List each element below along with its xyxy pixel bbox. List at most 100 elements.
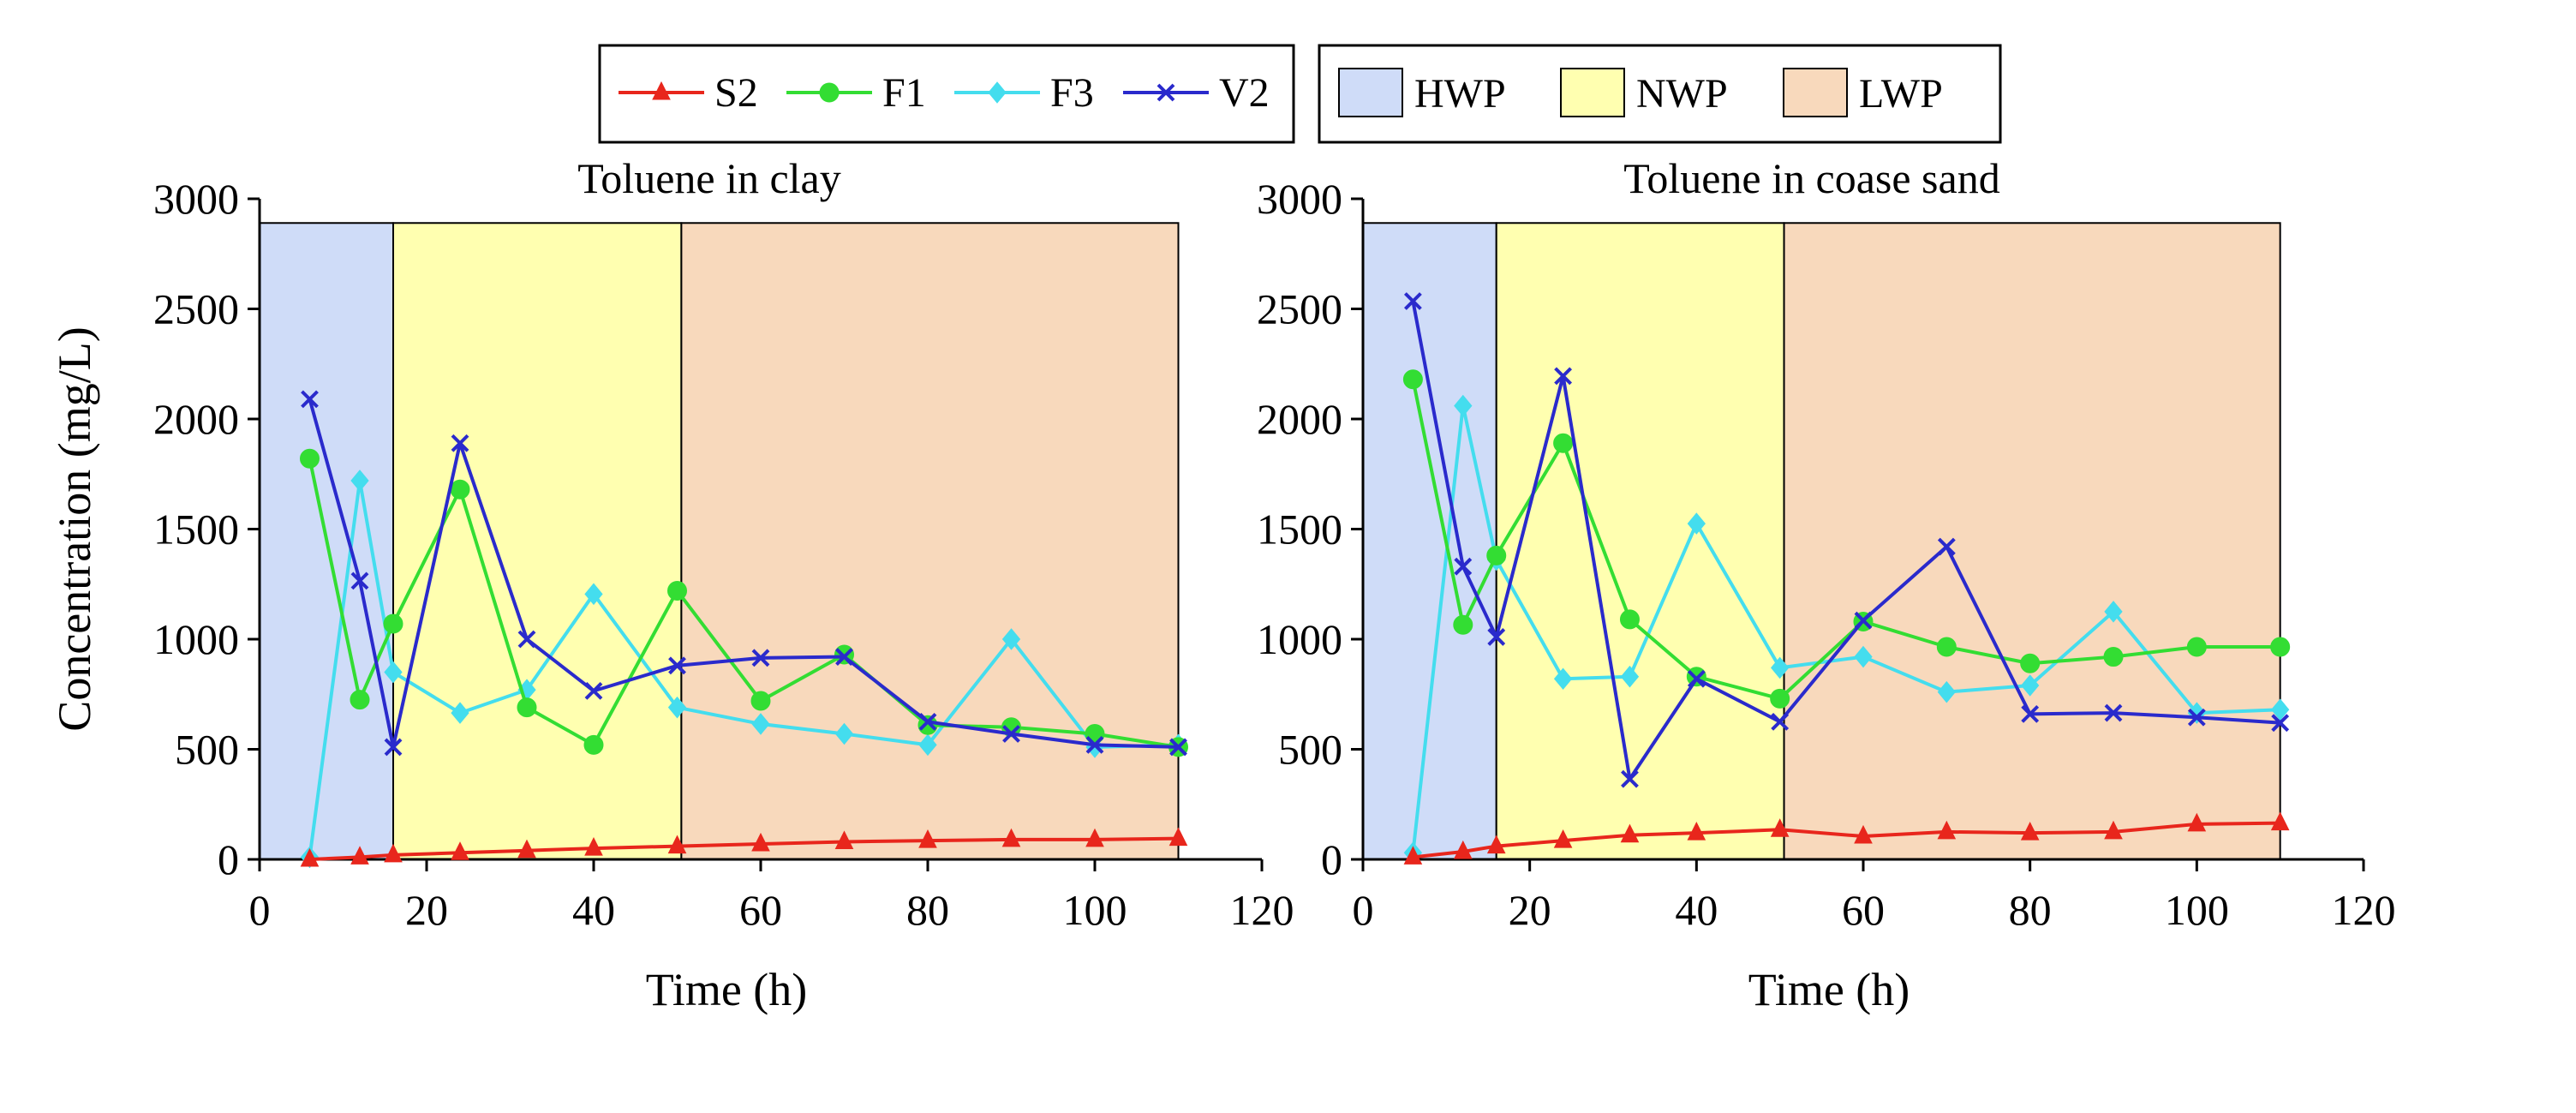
data-point-s2	[1001, 828, 1021, 847]
data-point-s2	[2104, 820, 2123, 840]
data-point-v2	[1554, 367, 1573, 386]
x-axis-label: Time (h)	[1748, 964, 1910, 1015]
y-tick-label: 3000	[1257, 175, 1342, 223]
data-point-v2	[451, 434, 469, 452]
data-point-s2	[1085, 828, 1104, 847]
data-point-v2	[1002, 725, 1020, 743]
chart-title: Toluene in coase sand	[1623, 154, 1999, 202]
y-tick-label: 2500	[1257, 285, 1342, 333]
data-point-f1	[450, 479, 470, 500]
series-s2	[300, 827, 1188, 867]
data-point-v2	[1169, 738, 1187, 757]
data-point-v2	[2021, 704, 2040, 723]
legend-phase-frame	[1318, 44, 2002, 144]
chart-title: Toluene in clay	[577, 154, 841, 202]
chart-clay: 0 20 40 60 80 100 120 0 500 1000 1500 2000 2500 3000 T…	[49, 154, 1294, 1015]
legend-marker-s2	[652, 81, 671, 100]
data-point-s2	[1553, 829, 1573, 848]
data-point-f3	[1620, 665, 1640, 688]
data-point-s2	[1937, 820, 1957, 840]
data-point-f1	[300, 448, 320, 469]
data-point-f3	[1001, 628, 1021, 650]
data-point-f3	[451, 702, 469, 724]
y-tick-label: 1500	[153, 506, 239, 554]
data-point-s2	[918, 829, 937, 848]
data-point-s2	[751, 832, 770, 852]
data-point-f1	[2020, 653, 2041, 673]
y-tick-label: 1000	[1257, 615, 1342, 663]
series-v2	[1403, 292, 2290, 788]
data-point-f1	[1619, 609, 1640, 630]
data-point-s2	[384, 843, 403, 863]
legend-phase-box: HWP NWP LWP	[1318, 44, 2002, 144]
data-point-v2	[1454, 557, 1473, 576]
data-point-s2	[584, 837, 603, 856]
data-point-f3	[1687, 512, 1706, 535]
y-tick-label: 500	[175, 726, 239, 774]
data-point-v2	[2271, 714, 2290, 733]
phase-region-lwp	[1783, 222, 2281, 860]
data-point-s2	[1453, 840, 1473, 859]
data-point-f1	[2270, 637, 2291, 657]
legend-series-box: S2 F1 F3 V2	[598, 44, 1295, 144]
data-point-f1	[2186, 637, 2207, 657]
data-point-v2	[517, 630, 536, 649]
data-point-f3	[1937, 680, 1956, 703]
data-point-s2	[2020, 822, 2040, 841]
data-point-f3	[1454, 394, 1473, 417]
data-point-f1	[517, 697, 537, 718]
data-point-f1	[917, 715, 938, 735]
y-tick-label: 2000	[1257, 395, 1342, 443]
legend-swatch-nwp	[1560, 68, 1625, 117]
data-point-f3	[350, 470, 369, 492]
data-point-s2	[2270, 811, 2290, 831]
data-point-v2	[1085, 735, 1104, 754]
data-point-s2	[1687, 822, 1706, 841]
y-tick-label: 0	[218, 835, 239, 883]
y-tick-label: 2000	[153, 395, 239, 443]
data-point-v2	[918, 712, 937, 731]
data-point-f3	[384, 661, 403, 684]
series-f1	[300, 448, 1188, 757]
x-tick-label: 20	[405, 886, 448, 934]
data-point-v2	[835, 648, 853, 666]
data-point-f1	[2103, 647, 2124, 667]
data-point-f1	[750, 691, 771, 711]
data-point-f1	[1553, 433, 1574, 453]
x-axis-label: Time (h)	[646, 964, 808, 1015]
data-point-s2	[451, 841, 469, 860]
data-point-f1	[383, 613, 403, 634]
data-point-v2	[2187, 708, 2206, 727]
series-v2	[301, 390, 1187, 757]
data-point-v2	[1687, 669, 1706, 688]
x-tick-label: 100	[2165, 886, 2229, 934]
x-tick-label: 120	[2332, 886, 2396, 934]
data-point-f1	[1453, 614, 1473, 635]
data-point-f3	[1771, 656, 1790, 679]
data-point-v2	[1854, 611, 1873, 630]
x-tick-label: 100	[1063, 886, 1127, 934]
y-tick-label: 500	[1278, 726, 1342, 774]
data-point-f1	[350, 690, 370, 710]
data-point-f3	[1854, 645, 1873, 668]
y-tick-label: 1000	[153, 615, 239, 663]
chart-coarse-sand: 0 20 40 60 80 100 120 0 500 1000 1500 2000 2500 3000 T…	[1257, 154, 2396, 1015]
data-point-s2	[1486, 835, 1506, 854]
data-point-f3	[834, 722, 854, 745]
data-point-v2	[1487, 628, 1506, 646]
y-tick-label: 2500	[153, 285, 239, 333]
y-tick-label: 1500	[1257, 506, 1342, 554]
data-point-s2	[2187, 812, 2207, 832]
data-point-s2	[517, 839, 536, 859]
legend-swatch-lwp	[1783, 68, 1848, 117]
data-point-s2	[300, 847, 320, 867]
legend-label-hwp: HWP	[1414, 71, 1506, 117]
data-point-f3	[1553, 667, 1573, 691]
data-point-s2	[350, 846, 369, 865]
legend-label-v2: V2	[1219, 70, 1270, 116]
x-tick-label: 20	[1509, 886, 1551, 934]
x-tick-label: 40	[1675, 886, 1718, 934]
data-point-f1	[1770, 688, 1790, 709]
phase-region-nwp	[1495, 222, 1785, 860]
data-point-f3	[584, 583, 603, 606]
